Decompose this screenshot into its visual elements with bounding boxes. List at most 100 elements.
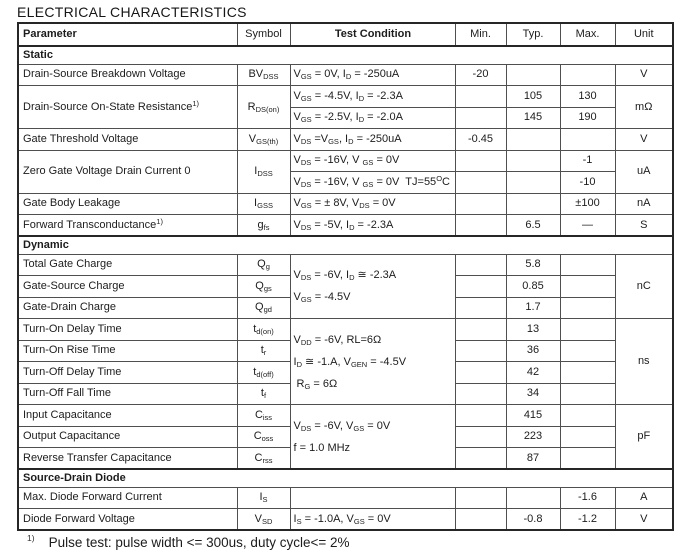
cell-max	[559, 296, 616, 319]
cell-unit: pF	[614, 404, 674, 470]
cell-unit: mΩ	[614, 85, 674, 129]
cell-parameter: Gate Threshold Voltage	[17, 128, 238, 151]
cell-parameter: Forward Transconductance1)	[17, 214, 238, 237]
cell-testcond: VDS = -16V, V GS = 0V TJ=55OC	[289, 171, 456, 194]
column-header-min: Min.	[454, 22, 507, 47]
cell-max: 130	[559, 85, 616, 108]
cell-unit: V	[614, 128, 674, 151]
table-row: Gate-Drain Charge Qgd 1.7	[17, 296, 673, 319]
cell-min	[454, 171, 507, 194]
cell-min	[454, 425, 507, 448]
cell-min	[454, 361, 507, 384]
cell-unit: V	[614, 508, 674, 531]
cell-parameter: Gate-Drain Charge	[17, 296, 238, 319]
cell-parameter: Gate-Source Charge	[17, 275, 238, 298]
cell-testcond: VDD = -6V, RL=6Ω ID ≅ -1.A, VGEN = -4.5V …	[289, 318, 456, 405]
cell-min	[454, 253, 507, 276]
section-row: Dynamic	[17, 235, 674, 255]
table-row: Gate Threshold Voltage VGS(th) VDS =VGS, I…	[17, 128, 674, 151]
table-row: Turn-On Rise Time tr 36	[17, 339, 673, 362]
cell-parameter: Zero Gate Voltage Drain Current 0	[17, 149, 238, 194]
section-row: Static	[17, 45, 674, 65]
cell-symbol: IS	[236, 486, 291, 509]
cell-parameter: Gate Body Leakage	[17, 192, 238, 215]
cell-symbol: VGS(th)	[236, 128, 291, 151]
cell-min	[454, 106, 507, 129]
cell-min	[454, 404, 507, 427]
cell-typ: 42	[505, 361, 561, 384]
footnote: 1) Pulse test: pulse width <= 300us, duty…	[27, 533, 350, 550]
cell-symbol: tr	[236, 339, 291, 362]
cell-min	[454, 447, 507, 470]
cell-symbol: Crss	[236, 447, 291, 470]
cell-testcond: VDS = -16V, V GS = 0V	[289, 149, 456, 172]
table-row: Max. Diode Forward Current IS -1.6 A	[17, 486, 674, 509]
column-header-unit: Unit	[614, 22, 674, 47]
cell-symbol: Qgs	[236, 275, 291, 298]
cell-parameter: Total Gate Charge	[17, 253, 238, 276]
cell-min	[454, 149, 507, 172]
cell-parameter: Drain-Source On-State Resistance1)	[17, 85, 238, 129]
footnote-text: Pulse test: pulse width <= 300us, duty c…	[48, 535, 350, 550]
table-row: Drain-Source Breakdown Voltage BVDSS VGS =…	[17, 63, 674, 86]
cell-min	[454, 486, 507, 509]
cell-symbol: Qgd	[236, 296, 291, 319]
column-header-max: Max.	[559, 22, 616, 47]
table-row: VDS = -16V, V GS = 0V TJ=55OC -10	[18, 171, 673, 194]
table-row: Input Capacitance Ciss VDS = -6V, VGS = 0V…	[17, 404, 674, 470]
cell-parameter: Turn-Off Fall Time	[17, 382, 238, 405]
section-label: Dynamic	[17, 235, 674, 255]
cell-unit: nA	[614, 192, 674, 215]
cell-parameter: Max. Diode Forward Current	[17, 486, 238, 509]
cell-typ	[505, 128, 561, 151]
cell-typ: 223	[505, 425, 561, 448]
cell-testcond: VDS = -6V, ID ≅ -2.3A VGS = -4.5V	[289, 253, 456, 319]
table-row: Zero Gate Voltage Drain Current 0 IDSS VDS…	[17, 149, 674, 194]
cell-max: -1.6	[559, 486, 616, 509]
cell-unit: ns	[614, 318, 674, 405]
cell-symbol: td(off)	[236, 361, 291, 384]
table-row: Turn-Off Delay Time td(off) 42	[17, 361, 673, 384]
cell-max	[559, 275, 616, 298]
cell-max: 190	[559, 106, 616, 129]
cell-symbol: IDSS	[236, 149, 291, 194]
cell-testcond: VGS = -2.5V, ID = -2.0A	[289, 106, 456, 129]
header-row: Parameter Symbol Test Condition Min. Typ. Max…	[17, 22, 674, 47]
cell-parameter: Reverse Transfer Capacitance	[17, 447, 238, 470]
column-header-parameter: Parameter	[17, 22, 238, 47]
cell-max	[559, 339, 616, 362]
column-header-typ: Typ.	[505, 22, 561, 47]
cell-symbol: RDS(on)	[236, 85, 291, 129]
cell-max: -1	[559, 149, 616, 172]
cell-typ: 1.7	[505, 296, 561, 319]
cell-symbol: Ciss	[236, 404, 291, 427]
cell-typ: 145	[505, 106, 561, 129]
table-head: Parameter Symbol Test Condition Min. Typ. Max…	[17, 22, 674, 47]
section-label: Static	[17, 45, 674, 65]
electrical-characteristics-table: Parameter Symbol Test Condition Min. Typ. Max…	[17, 22, 674, 531]
cell-parameter: Turn-Off Delay Time	[17, 361, 238, 384]
cell-symbol: Coss	[236, 425, 291, 448]
cell-symbol: BVDSS	[236, 63, 291, 86]
cell-typ	[505, 171, 561, 194]
cell-typ: 5.8	[505, 253, 561, 276]
cell-parameter: Diode Forward Voltage	[17, 508, 238, 531]
table-row: Output Capacitance Coss 223	[17, 425, 673, 448]
cell-testcond	[289, 486, 456, 509]
cell-min: -20	[454, 63, 507, 86]
page-title: ELECTRICAL CHARACTERISTICS	[17, 4, 247, 20]
cell-typ: 6.5	[505, 214, 561, 237]
cell-testcond: VDS = -5V, ID = -2.3A	[289, 214, 456, 237]
table-row: Forward Transconductance1) gfs VDS = -5V, …	[17, 214, 674, 237]
cell-typ: -0.8	[505, 508, 561, 531]
cell-typ: 13	[505, 318, 561, 341]
cell-max	[559, 63, 616, 86]
cell-symbol: Qg	[236, 253, 291, 276]
cell-typ: 415	[505, 404, 561, 427]
section-row: Source-Drain Diode	[17, 468, 674, 488]
cell-max: —	[559, 214, 616, 237]
table-row: Gate Body Leakage IGSS VGS = ± 8V, VDS = 0…	[17, 192, 674, 215]
cell-unit: V	[614, 63, 674, 86]
cell-min	[454, 214, 507, 237]
cell-typ: 105	[505, 85, 561, 108]
